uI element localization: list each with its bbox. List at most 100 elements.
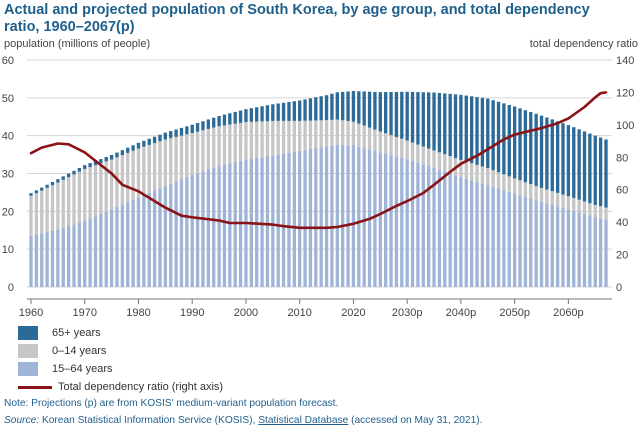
- bar-1973-0-14: [99, 163, 103, 214]
- left-tick-label-20: 20: [2, 206, 14, 218]
- right-tick-label-0: 0: [616, 282, 622, 294]
- bar-2001-65plus: [249, 108, 253, 122]
- bar-2045-15-64: [486, 184, 490, 287]
- statistical-database-link[interactable]: Statistical Database: [258, 415, 349, 426]
- bar-1997-65plus: [228, 113, 232, 125]
- bar-2027-65plus: [389, 92, 393, 136]
- bar-1977-0-14: [120, 155, 125, 205]
- bar-1987-65plus: [174, 129, 178, 137]
- left-tick-label-60: 60: [2, 55, 14, 67]
- bar-2026-65plus: [384, 92, 388, 134]
- bar-2021-65plus: [357, 91, 361, 124]
- bar-1988-15-64: [179, 179, 184, 287]
- bar-2050-15-64: [512, 193, 517, 287]
- bar-2019-65plus: [346, 91, 350, 121]
- bar-1972-0-14: [93, 165, 98, 217]
- bar-1971-0-14: [88, 167, 92, 219]
- bar-1983-0-14: [152, 143, 157, 191]
- bar-2059-15-64: [561, 207, 565, 287]
- bar-2051-15-64: [518, 195, 522, 287]
- bar-1966-0-14: [61, 179, 65, 228]
- bar-2012-0-14: [308, 120, 313, 149]
- bar-2030-15-64: [405, 159, 409, 287]
- bar-2034-0-14: [426, 148, 431, 167]
- bar-1986-15-64: [169, 183, 173, 287]
- bar-2047-0-14: [496, 172, 501, 189]
- bar-2031-0-14: [410, 142, 415, 161]
- bar-1962-65plus: [40, 187, 44, 191]
- bar-2014-65plus: [319, 96, 323, 121]
- bar-2028-0-14: [394, 136, 399, 157]
- bar-1992-15-64: [201, 171, 205, 287]
- right-tick-label-100: 100: [616, 120, 634, 132]
- bar-1980-0-14: [136, 148, 141, 198]
- bar-2011-15-64: [303, 149, 307, 287]
- source-label: Source:: [4, 415, 40, 426]
- bar-2024-15-64: [373, 150, 377, 287]
- bar-2018-15-64: [341, 144, 345, 287]
- bar-2025-15-64: [378, 152, 382, 287]
- bar-2048-15-64: [502, 190, 506, 287]
- bar-2037-15-64: [443, 171, 447, 287]
- right-tick-label-60: 60: [616, 185, 628, 197]
- right-tick-label-80: 80: [616, 152, 628, 164]
- bar-2016-65plus: [330, 93, 334, 120]
- bar-2019-15-64: [346, 145, 350, 287]
- left-tick-label-50: 50: [2, 93, 14, 105]
- bar-1982-15-64: [147, 192, 151, 287]
- bar-1977-65plus: [120, 150, 125, 156]
- bar-2035-65plus: [432, 92, 436, 151]
- x-tick-label-2030: 2030p: [392, 307, 423, 319]
- bar-2041-0-14: [464, 161, 468, 179]
- bar-2007-0-14: [281, 120, 286, 154]
- bar-2062-65plus: [577, 129, 581, 200]
- bar-2052-15-64: [523, 196, 528, 287]
- bar-2067-15-64: [604, 219, 608, 287]
- bar-2010-0-14: [298, 120, 302, 151]
- x-tick-label-2020: 2020: [341, 307, 365, 319]
- bar-2058-15-64: [555, 206, 560, 287]
- bar-2024-65plus: [373, 91, 377, 130]
- bar-2017-0-14: [335, 119, 339, 145]
- bar-1970-15-64: [83, 220, 87, 287]
- left-tick-label-10: 10: [2, 244, 14, 256]
- bar-1978-65plus: [126, 147, 130, 153]
- bar-2023-0-14: [367, 127, 372, 150]
- bar-2039-15-64: [453, 175, 458, 287]
- bar-2028-65plus: [394, 91, 399, 137]
- bar-1980-15-64: [136, 197, 141, 287]
- right-tick-label-140: 140: [616, 55, 634, 67]
- bar-2011-0-14: [303, 120, 307, 150]
- bar-2003-65plus: [260, 106, 264, 122]
- bar-2065-0-14: [593, 204, 597, 218]
- bar-2005-0-14: [271, 120, 275, 156]
- bar-1992-65plus: [201, 121, 205, 131]
- bar-2049-15-64: [507, 191, 511, 287]
- source-text-end: (accessed on May 31, 2021).: [348, 415, 483, 426]
- bar-2040-0-14: [459, 159, 463, 178]
- bar-1988-0-14: [179, 135, 184, 180]
- bar-2021-0-14: [357, 123, 361, 147]
- bar-2030-65plus: [405, 91, 409, 141]
- x-tick-label-1970: 1970: [72, 307, 96, 319]
- bar-2036-0-14: [437, 152, 442, 170]
- legend-label-dependency-ratio: Total dependency ratio (right axis): [58, 381, 224, 393]
- x-tick-label-2040: 2040p: [446, 307, 477, 319]
- bar-1976-15-64: [115, 207, 119, 287]
- bar-1971-15-64: [88, 218, 92, 287]
- bar-2029-0-14: [400, 138, 404, 158]
- bar-2006-15-64: [276, 154, 280, 287]
- bar-2044-15-64: [480, 183, 485, 287]
- bar-2016-0-14: [330, 119, 334, 146]
- bar-2008-15-64: [287, 152, 291, 287]
- bar-2009-15-64: [292, 151, 296, 287]
- bar-2020-0-14: [351, 121, 356, 146]
- bar-2015-65plus: [324, 95, 329, 121]
- bar-2037-65plus: [443, 93, 447, 155]
- bar-2043-0-14: [475, 164, 479, 182]
- bar-2052-65plus: [523, 110, 528, 183]
- bar-2035-0-14: [432, 150, 436, 168]
- bar-1998-65plus: [233, 111, 237, 124]
- bar-2032-0-14: [416, 144, 420, 163]
- bar-2033-0-14: [421, 146, 425, 165]
